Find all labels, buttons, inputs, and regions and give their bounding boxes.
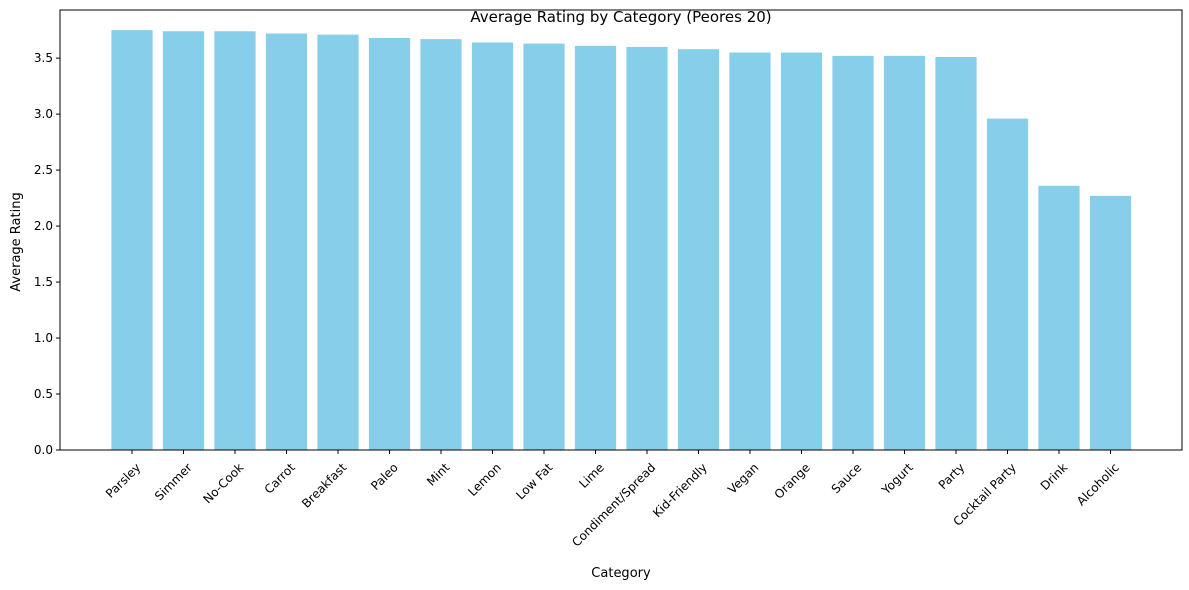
x-tick-label: Alcoholic <box>1074 460 1122 508</box>
plot-frame <box>59 9 1183 451</box>
x-tick-label: Lime <box>576 460 606 490</box>
y-tick-label: 0.0 <box>34 443 53 457</box>
bar-paleo <box>368 37 411 451</box>
x-tick-label: Carrot <box>262 460 298 496</box>
x-axis-ticks: Parsley Simmer No-Cook Carrot Breakfast Paleo… <box>103 450 1122 550</box>
bar-yogurt <box>883 55 926 451</box>
x-tick-label: Party <box>936 460 968 492</box>
x-tick-label: Paleo <box>368 460 401 493</box>
y-tick-label: 2.5 <box>34 163 53 177</box>
x-tick-label: Lemon <box>465 460 504 499</box>
bar-party <box>935 57 977 451</box>
x-tick-label: Simmer <box>152 460 195 503</box>
x-tick-label: Drink <box>1038 460 1071 493</box>
x-tick-label: Breakfast <box>299 460 350 511</box>
bar-mint <box>420 39 462 451</box>
x-tick-label: Parsley <box>103 460 143 500</box>
x-tick-label: Kid-Friendly <box>650 460 710 520</box>
chart-title: Average Rating by Category (Peores 20) <box>470 8 771 26</box>
bar-vegan <box>729 52 771 450</box>
bar-lime <box>574 45 617 450</box>
x-tick-label: Vegan <box>725 460 761 496</box>
x-tick-label: Yogurt <box>878 460 916 498</box>
y-tick-label: 1.0 <box>34 331 53 345</box>
x-tick-label: Sauce <box>829 460 865 496</box>
bar-alcoholic <box>1089 195 1132 450</box>
bar-sauce <box>832 55 874 451</box>
bar-drink <box>1038 185 1080 450</box>
y-tick-label: 2.0 <box>34 219 53 233</box>
bar-lemon <box>471 42 514 450</box>
bar-simmer <box>162 31 205 451</box>
y-axis-label: Average Rating <box>9 192 24 291</box>
y-tick-label: 1.5 <box>34 275 53 289</box>
y-tick-label: 0.5 <box>34 387 53 401</box>
bars-group <box>111 30 1132 451</box>
bar-carrot <box>265 33 308 450</box>
x-axis-label: Category <box>591 566 651 581</box>
bar-condiment-spread <box>626 46 668 450</box>
bar-parsley <box>111 30 153 451</box>
bar-kid-friendly <box>677 49 720 450</box>
y-tick-label: 3.0 <box>34 107 53 121</box>
bar-orange <box>780 52 823 450</box>
x-tick-label: Mint <box>424 460 452 488</box>
y-tick-label: 3.5 <box>34 51 53 65</box>
x-tick-label: Orange <box>772 460 813 501</box>
bar-breakfast <box>317 34 359 450</box>
x-tick-label: Low Fat <box>513 460 555 502</box>
x-tick-label: No-Cook <box>200 460 246 506</box>
bar-no-cook <box>214 31 256 451</box>
bar-cocktail-party <box>986 118 1029 450</box>
bar-low-fat <box>523 43 565 451</box>
y-axis-ticks: 0.0 0.5 1.0 1.5 2.0 2.5 3.0 3.5 <box>34 51 60 457</box>
